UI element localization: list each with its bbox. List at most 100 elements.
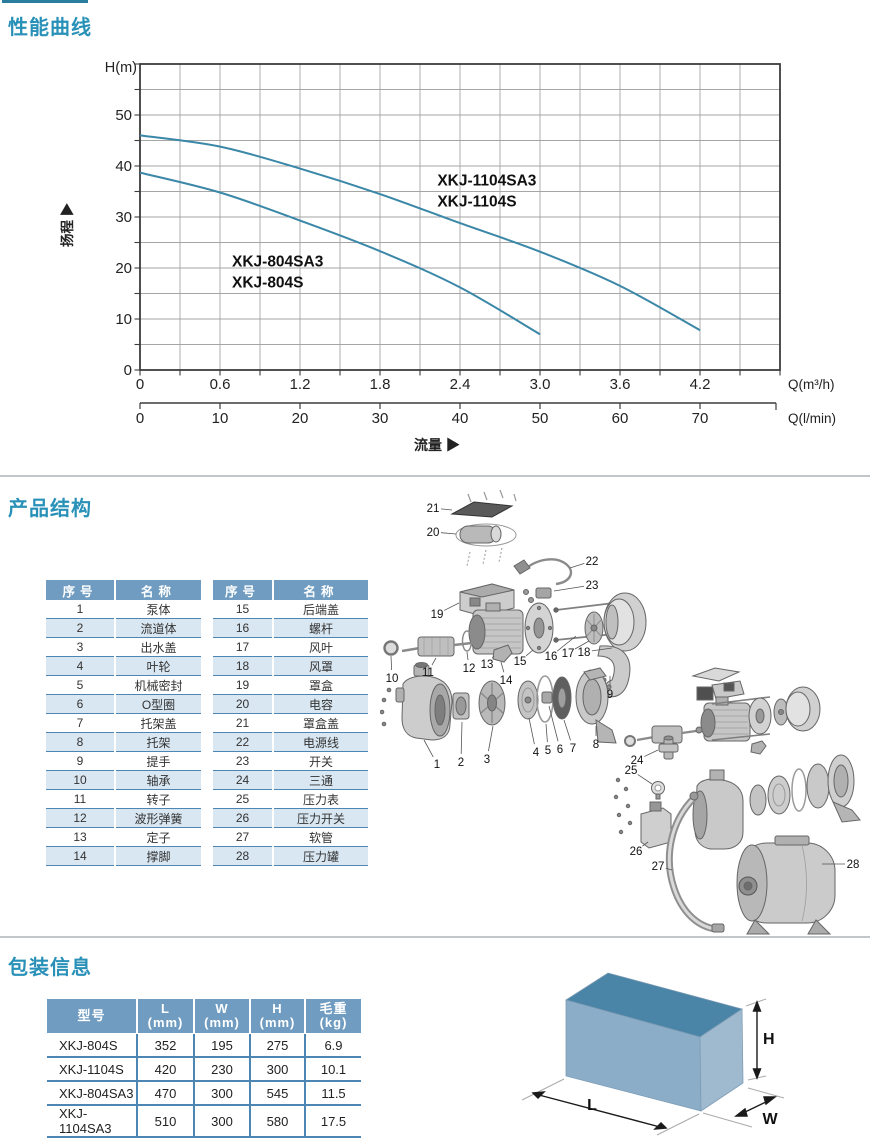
dimension-cell: 230	[194, 1057, 251, 1082]
section-title-packaging: 包装信息	[8, 957, 92, 979]
bearing-part	[383, 640, 399, 656]
flow-axis-title: 流量 ▶	[414, 437, 460, 453]
dimension-cell: 470	[137, 1081, 195, 1106]
part-name-cell: 压力表	[273, 789, 368, 809]
lmin-tick-label: 70	[692, 410, 709, 427]
part-number-cell: 19	[213, 675, 274, 695]
curve-label: XKJ-1104SA3	[437, 172, 536, 189]
table-row: 8 托架	[46, 732, 201, 752]
dimension-cell: 300	[250, 1057, 306, 1082]
callout-leader	[665, 867, 673, 871]
x-axis-unit-label-m3h: Q(m³/h)	[788, 377, 835, 392]
wave-spring-part	[461, 630, 473, 652]
part-name-cell: 撑脚	[115, 846, 201, 866]
part-name-cell: 轴承	[115, 770, 201, 790]
part-name-cell: O型圈	[115, 694, 201, 714]
callout-number: 18	[578, 647, 591, 659]
callout-leader	[637, 774, 653, 785]
part-name-cell: 电容	[273, 694, 368, 714]
dimension-cell: 300	[194, 1081, 251, 1106]
y-tick-label: 10	[115, 311, 132, 328]
part-name-cell: 压力罐	[273, 846, 368, 866]
parts-table-left: 序号 名称 1 泵体 2 流道体 3 出水盖 4 叶轮 5 机械密封 6 O型圈 7 托架盖 8 托架 9 提手 10 轴…	[46, 580, 201, 866]
column-header: 序号	[213, 580, 274, 600]
callout-leader	[466, 651, 469, 661]
table-row: 11 转子	[46, 789, 201, 809]
callout-leader	[642, 841, 649, 847]
callout-number: 21	[427, 503, 440, 515]
part-name-cell: 罩盒	[273, 675, 368, 695]
callout-leader	[460, 721, 463, 755]
callout-leader	[545, 723, 548, 743]
table-row: 15 后端盖	[213, 600, 368, 619]
dimension-cell: 275	[250, 1033, 306, 1058]
section-title-structure: 产品结构	[8, 498, 92, 520]
y-tick-label: 20	[115, 260, 132, 277]
power-cord-part	[521, 558, 573, 586]
table-row: 27 软管	[213, 827, 368, 847]
part-name-cell: 定子	[115, 827, 201, 847]
part-number-cell: 27	[213, 827, 274, 847]
dimension-cell: 10.1	[305, 1057, 361, 1082]
x-tick-label: 1.8	[370, 376, 391, 393]
dimension-cell: 11.5	[305, 1081, 361, 1106]
table-row: 22 电源线	[213, 732, 368, 752]
curve-label: XKJ-1104S	[437, 193, 516, 210]
table-row: 14 撑脚	[46, 846, 201, 866]
table-row: 2 流道体	[46, 618, 201, 638]
part-number-cell: 24	[213, 770, 274, 790]
callout-number: 19	[431, 609, 444, 621]
callout-number: 22	[586, 556, 599, 568]
part-number-cell: 21	[213, 713, 274, 733]
lmin-tick-label: 10	[212, 410, 229, 427]
callout-number: 27	[652, 861, 665, 873]
part-number-cell: 5	[46, 675, 116, 695]
lmin-tick-label: 0	[136, 410, 144, 427]
y-tick-label: 40	[115, 158, 132, 175]
callout-leader	[574, 640, 590, 650]
rotor-part	[417, 636, 455, 657]
dimension-cell: 545	[250, 1081, 306, 1106]
performance-curve	[139, 171, 541, 336]
dimension-cell: 420	[137, 1057, 195, 1082]
part-number-cell: 4	[46, 656, 116, 676]
dimension-cell: 510	[137, 1105, 195, 1138]
package-box-diagram: L H W	[521, 972, 785, 1136]
y-tick-label: 50	[115, 107, 132, 124]
callout-leader	[440, 532, 457, 535]
section-divider	[0, 475, 870, 477]
part-name-cell: 后端盖	[273, 600, 368, 619]
part-name-cell: 提手	[115, 751, 201, 771]
x-tick-label: 3.6	[610, 376, 631, 393]
dimension-arrows	[531, 1000, 778, 1130]
column-header: 名称	[115, 580, 201, 600]
part-number-cell: 9	[46, 751, 116, 771]
callout-number: 12	[463, 663, 476, 675]
part-name-cell: 开关	[273, 751, 368, 771]
part-name-cell: 风罩	[273, 656, 368, 676]
dimension-cell: 195	[194, 1033, 251, 1058]
column-header: 名称	[273, 580, 368, 600]
performance-curve	[139, 134, 701, 332]
box-height-label: H	[763, 1031, 775, 1048]
callout-leader	[525, 649, 534, 657]
part-number-cell: 6	[46, 694, 116, 714]
callout-leader	[423, 739, 434, 758]
table-row: 18 风罩	[213, 656, 368, 676]
x-tick-label: 4.2	[690, 376, 711, 393]
curve-label: XKJ-804SA3	[232, 253, 324, 270]
table-row: 16 螺杆	[213, 618, 368, 638]
table-row: 9 提手	[46, 751, 201, 771]
part-name-cell: 出水盖	[115, 637, 201, 657]
callout-number: 13	[481, 659, 494, 671]
table-row: 26 压力开关	[213, 808, 368, 828]
callout-number: 4	[533, 747, 540, 759]
packaging-table-element: 型号 L (mm) W (mm) H (mm) 毛重 (kg) XKJ-804S 352 195 275…	[47, 999, 361, 1138]
column-header: W (mm)	[194, 999, 251, 1034]
part-name-cell: 机械密封	[115, 675, 201, 695]
callout-leader	[553, 585, 585, 592]
table-row: XKJ-804SA3 470 300 545 11.5	[47, 1081, 361, 1106]
lmin-tick-label: 50	[532, 410, 549, 427]
performance-chart: 0 0.6 1.2 1.8 2.4 3.0 3.6 4.2 0 10 20 30 40 50 H(m) Q(m…	[59, 60, 836, 453]
